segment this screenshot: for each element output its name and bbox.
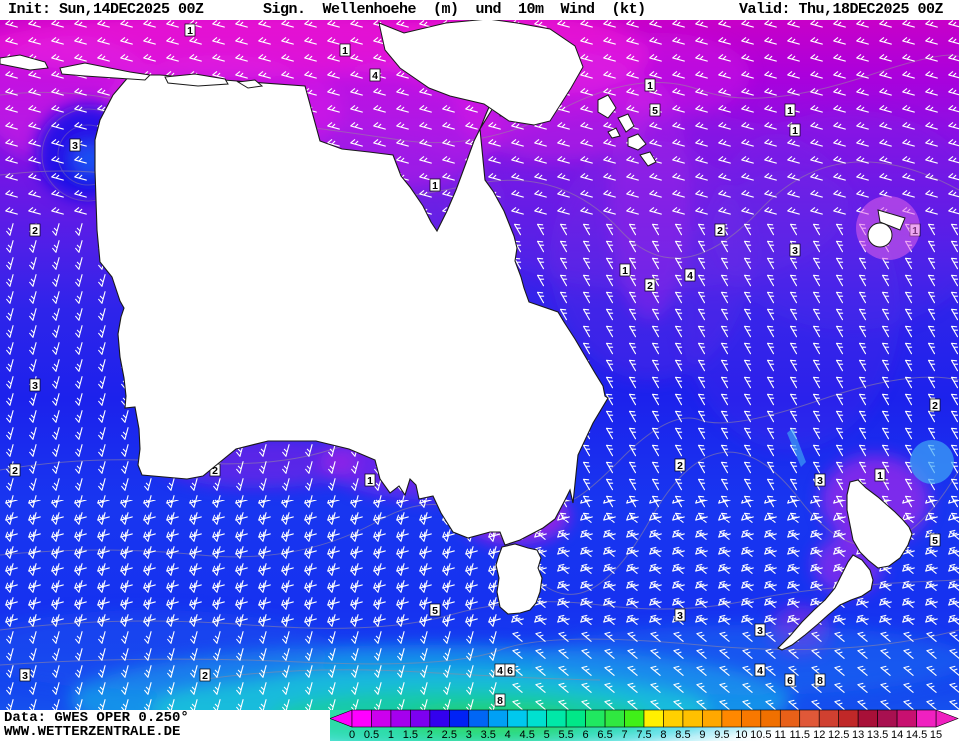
- svg-text:3: 3: [466, 729, 472, 741]
- svg-text:8: 8: [817, 675, 823, 687]
- svg-text:3.5: 3.5: [481, 729, 496, 741]
- svg-text:5: 5: [544, 729, 550, 741]
- svg-text:6: 6: [507, 665, 513, 677]
- svg-text:2: 2: [647, 280, 653, 292]
- svg-text:6: 6: [583, 729, 589, 741]
- svg-text:8.5: 8.5: [675, 729, 690, 741]
- svg-text:0.5: 0.5: [364, 729, 379, 741]
- svg-text:3: 3: [817, 475, 823, 487]
- svg-text:12.5: 12.5: [828, 729, 849, 741]
- svg-text:15: 15: [930, 729, 942, 741]
- svg-text:2: 2: [677, 460, 683, 472]
- svg-text:1: 1: [792, 125, 798, 137]
- svg-text:4: 4: [757, 665, 763, 677]
- svg-text:13: 13: [852, 729, 864, 741]
- svg-text:1: 1: [342, 45, 348, 57]
- svg-text:1: 1: [622, 265, 628, 277]
- svg-text:2: 2: [32, 225, 38, 237]
- svg-text:2: 2: [202, 670, 208, 682]
- svg-text:1: 1: [787, 105, 793, 117]
- svg-text:5: 5: [432, 605, 438, 617]
- svg-text:3: 3: [72, 140, 78, 152]
- svg-text:12: 12: [813, 729, 825, 741]
- svg-text:0: 0: [349, 729, 355, 741]
- svg-text:4: 4: [497, 665, 503, 677]
- svg-text:1: 1: [877, 470, 883, 482]
- svg-text:4: 4: [687, 270, 693, 282]
- svg-text:4.5: 4.5: [520, 729, 535, 741]
- svg-text:4: 4: [505, 729, 511, 741]
- svg-text:2: 2: [932, 400, 938, 412]
- svg-text:7: 7: [621, 729, 627, 741]
- svg-text:13.5: 13.5: [867, 729, 888, 741]
- svg-text:1: 1: [432, 180, 438, 192]
- svg-text:1: 1: [388, 729, 394, 741]
- svg-text:9.5: 9.5: [714, 729, 729, 741]
- svg-text:6.5: 6.5: [597, 729, 612, 741]
- svg-text:1.5: 1.5: [403, 729, 418, 741]
- svg-text:11: 11: [775, 729, 786, 741]
- svg-text:4: 4: [372, 70, 378, 82]
- svg-text:2.5: 2.5: [442, 729, 457, 741]
- svg-text:6: 6: [787, 675, 793, 687]
- svg-text:5: 5: [652, 105, 658, 117]
- svg-text:1: 1: [187, 25, 193, 37]
- svg-text:1: 1: [647, 80, 653, 92]
- svg-text:7.5: 7.5: [636, 729, 651, 741]
- svg-text:5: 5: [932, 535, 938, 547]
- svg-text:10: 10: [735, 729, 747, 741]
- svg-text:5.5: 5.5: [558, 729, 573, 741]
- svg-text:10.5: 10.5: [750, 729, 771, 741]
- svg-text:14: 14: [891, 729, 903, 741]
- svg-text:8: 8: [497, 695, 503, 707]
- svg-text:3: 3: [22, 670, 28, 682]
- svg-text:8: 8: [660, 729, 666, 741]
- svg-text:2: 2: [717, 225, 723, 237]
- svg-text:2: 2: [12, 465, 18, 477]
- svg-text:9: 9: [699, 729, 705, 741]
- svg-text:2: 2: [427, 729, 433, 741]
- svg-text:3: 3: [757, 625, 763, 637]
- svg-text:11.5: 11.5: [789, 729, 810, 741]
- svg-text:3: 3: [677, 610, 683, 622]
- svg-text:1: 1: [367, 475, 373, 487]
- svg-text:14.5: 14.5: [906, 729, 927, 741]
- svg-text:3: 3: [792, 245, 798, 257]
- svg-text:3: 3: [32, 380, 38, 392]
